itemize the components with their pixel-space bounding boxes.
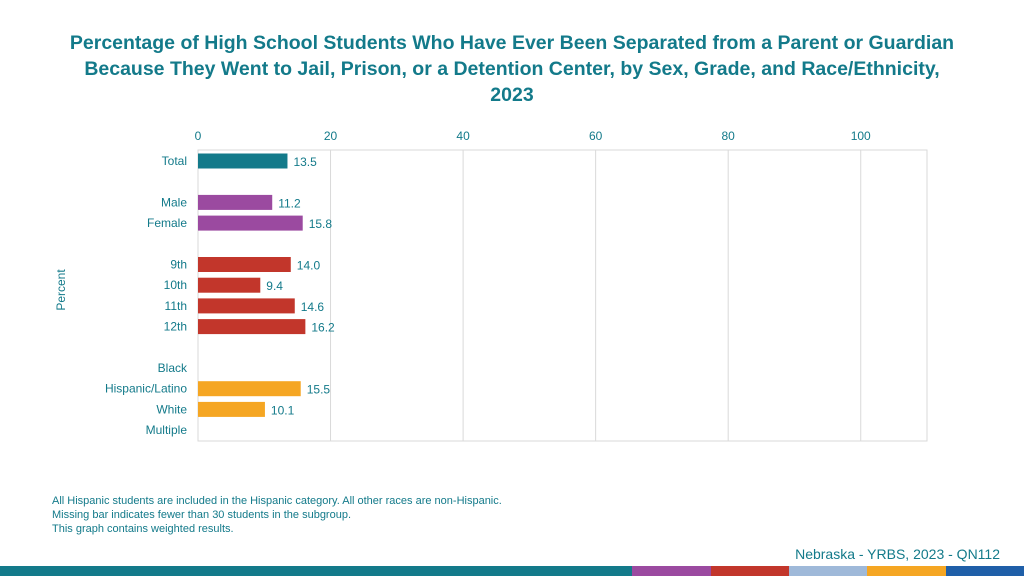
x-tick-label-0: 0: [195, 129, 202, 143]
footnotes: All Hispanic students are included in th…: [52, 494, 502, 536]
stripe-segment: [632, 566, 711, 576]
footnote-weighted: This graph contains weighted results.: [52, 523, 234, 535]
category-label: Black: [158, 361, 188, 375]
bar: [198, 381, 301, 397]
bottom-color-stripe: [0, 566, 1024, 576]
bar: [198, 194, 273, 210]
bar: [198, 401, 265, 417]
bar: [198, 215, 303, 231]
bar: [198, 319, 306, 335]
category-label: 12th: [164, 320, 187, 334]
data-label: 13.5: [293, 155, 317, 169]
data-label: 15.5: [307, 383, 331, 397]
category-label: Female: [147, 216, 187, 230]
stripe-segment: [946, 566, 1024, 576]
category-label: White: [156, 402, 187, 416]
data-label: 16.2: [311, 321, 335, 335]
category-label: Multiple: [146, 423, 188, 437]
category-label: Total: [162, 154, 187, 168]
bar: [198, 153, 288, 169]
data-label: 9.4: [266, 279, 283, 293]
bar: [198, 277, 261, 293]
x-tick-label-100: 100: [851, 129, 871, 143]
footnote-missing-bar: Missing bar indicates fewer than 30 stud…: [52, 509, 352, 521]
stripe-segment: [867, 566, 946, 576]
source-label: Nebraska - YRBS, 2023 - QN112: [795, 546, 1000, 562]
stripe-segment: [789, 566, 867, 576]
x-tick-label-40: 40: [456, 129, 470, 143]
category-label: Hispanic/Latino: [105, 382, 187, 396]
category-label: 11th: [165, 299, 187, 313]
data-label: 11.2: [278, 196, 301, 210]
category-label: Male: [161, 195, 187, 209]
plot-area-border: [197, 149, 928, 442]
data-label: 10.1: [271, 403, 295, 417]
bar: [198, 298, 295, 314]
y-axis-label: Percent: [54, 269, 68, 311]
data-label: 15.8: [309, 217, 333, 231]
category-label: 9th: [170, 258, 187, 272]
footnote-hispanic: All Hispanic students are included in th…: [52, 495, 502, 507]
x-tick-label-20: 20: [324, 129, 338, 143]
stripe-segment: [0, 566, 632, 576]
category-label: 10th: [164, 278, 187, 292]
bar: [198, 257, 291, 272]
stripe-segment: [711, 566, 789, 576]
chart-title: Percentage of High School Students Who H…: [69, 32, 955, 106]
x-tick-label-80: 80: [722, 129, 736, 143]
data-label: 14.6: [301, 300, 325, 314]
data-label: 14.0: [297, 259, 321, 273]
x-tick-label-60: 60: [589, 129, 603, 143]
